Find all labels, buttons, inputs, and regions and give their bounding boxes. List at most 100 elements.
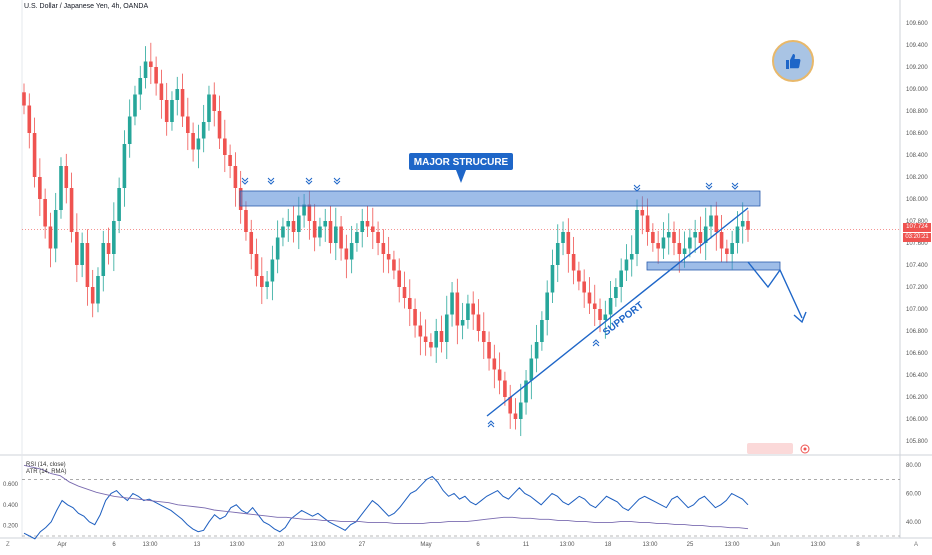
corner-left-label: Z [6, 542, 10, 548]
candle-body [96, 276, 100, 304]
x-tick-label: May [420, 542, 431, 548]
candle-body [244, 210, 248, 232]
major-structure-callout [409, 153, 513, 170]
y-tick-label: 108.600 [906, 131, 928, 137]
candle-body [545, 292, 549, 320]
candle-body [640, 210, 645, 216]
chevron-down-marker [633, 184, 641, 192]
candle-body [645, 215, 650, 232]
y-tick-label: 108.400 [906, 153, 928, 159]
y-tick-label: 109.600 [906, 21, 928, 27]
x-tick-label: Apr [57, 542, 66, 548]
y-tick-label: 106.000 [906, 417, 928, 423]
y-tick-label: 105.800 [906, 439, 928, 445]
candle-body [27, 105, 32, 133]
candle-body [318, 226, 322, 238]
candle-body [48, 226, 53, 249]
candle-body [413, 309, 417, 326]
chart-title: U.S. Dollar / Japanese Yen, 4h, OANDA [24, 3, 149, 10]
candle-body [154, 67, 158, 84]
candle-body [38, 177, 42, 199]
candle-body [629, 254, 634, 260]
y-tick-label: 109.000 [906, 87, 928, 93]
candle-body [672, 232, 676, 243]
x-tick-label: 13:00 [229, 542, 245, 548]
candle-body [164, 100, 169, 122]
candle-body [312, 221, 317, 238]
candle-body [307, 204, 312, 221]
candle-body [735, 226, 740, 243]
candle-body [212, 94, 217, 111]
rsi-line [23, 475, 749, 540]
candle-body [291, 221, 296, 232]
candle-body [233, 166, 238, 188]
major-structure-label: MAJOR STRUCURE [414, 157, 509, 168]
x-tick-label: 6 [476, 542, 480, 548]
y-tick-label: 107.600 [906, 241, 928, 247]
events-badge [747, 443, 793, 454]
candle-body [370, 226, 375, 232]
x-tick-label: 13:00 [642, 542, 658, 548]
candle-body [656, 243, 660, 249]
candle-body [460, 320, 465, 326]
candle-body [471, 303, 475, 315]
candle-body [270, 259, 275, 282]
candle-body [328, 221, 333, 243]
candle-body [112, 221, 116, 254]
candle-body [59, 166, 63, 210]
projection-arrowhead [793, 311, 807, 324]
candle-body [439, 331, 444, 342]
x-tick-label: 11 [523, 542, 530, 548]
candle-body [381, 243, 386, 254]
x-tick-label: 27 [359, 542, 366, 548]
atr-legend: ATR (14, RMA) [26, 469, 67, 475]
candle-body [688, 237, 692, 249]
candle-body [725, 248, 729, 254]
candle-body [407, 298, 412, 309]
candle-body [709, 215, 713, 227]
y-tick-label: 106.800 [906, 329, 928, 335]
candle-body [349, 243, 354, 260]
candle-body [69, 188, 74, 232]
candle-body [418, 325, 423, 337]
candle-body [508, 397, 512, 414]
candle-body [476, 314, 481, 331]
candle-body [122, 144, 127, 188]
candle-body [376, 232, 380, 243]
major-structure-zone [239, 190, 761, 207]
candle-body [117, 188, 121, 221]
rsi-tick-label: 60.00 [906, 491, 922, 497]
y-tick-label: 107.000 [906, 307, 928, 313]
thumbs-up-icon [786, 54, 801, 69]
y-tick-label: 109.200 [906, 65, 928, 71]
candle-body [159, 83, 164, 100]
candle-body [682, 248, 687, 254]
y-tick-label: 108.000 [906, 197, 928, 203]
candle-body [497, 369, 502, 381]
candle-body [64, 166, 69, 188]
candle-body [677, 243, 682, 254]
candle-body [550, 265, 555, 293]
candle-body [265, 281, 269, 287]
rsi-legend: RSI (14, close) [26, 462, 66, 468]
candle-body [730, 243, 734, 254]
candle-body [75, 232, 79, 265]
candle-body [608, 298, 613, 315]
y-tick-label: 108.800 [906, 109, 928, 115]
projection-path [747, 261, 803, 319]
candle-body [714, 215, 719, 232]
candle-body [518, 402, 523, 419]
rsi-tick-label: 80.00 [906, 463, 922, 469]
candle-body [635, 210, 639, 254]
candle-body [80, 243, 84, 265]
y-tick-label: 107.400 [906, 263, 928, 269]
candle-body [598, 309, 602, 320]
candle-body [186, 116, 190, 133]
candle-body [180, 89, 185, 117]
candle-body [577, 270, 581, 282]
like-button[interactable] [772, 40, 814, 82]
candle-body [524, 380, 528, 403]
y-tick-label: 108.200 [906, 175, 928, 181]
